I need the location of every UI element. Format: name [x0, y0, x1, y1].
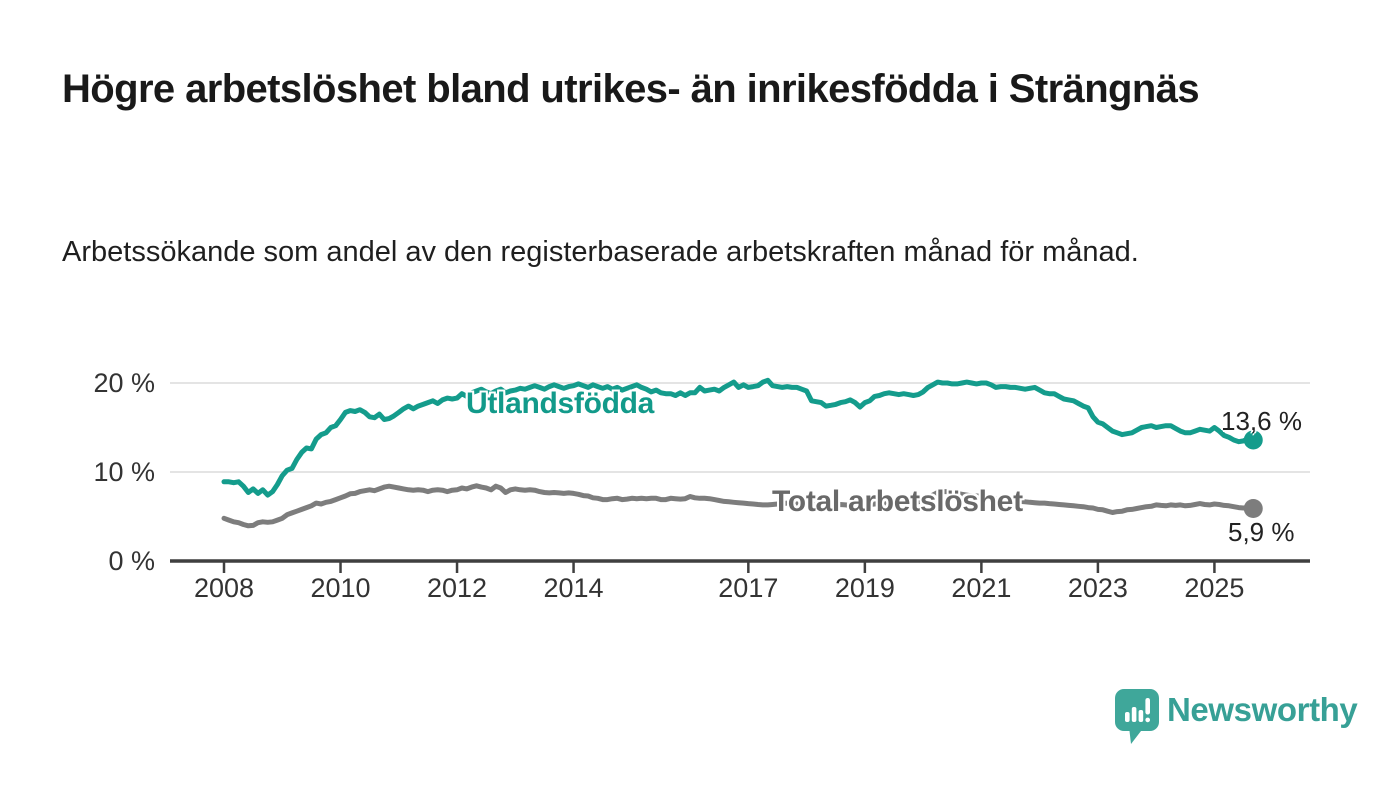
x-axis-label-2021: 2021 — [951, 573, 1012, 603]
page-title: Högre arbetslöshet bland utrikes- än inr… — [62, 67, 1200, 111]
newsworthy-wordmark: Newsworthy — [1167, 691, 1358, 728]
newsworthy-logo-icon — [1115, 689, 1159, 744]
x-axis-label-2025: 2025 — [1184, 573, 1245, 603]
x-axis-label-2012: 2012 — [426, 573, 488, 603]
y-axis-label-0: 0 % — [108, 546, 155, 576]
series-label-total-arbetsloshet: Total arbetslöshet — [772, 485, 1023, 518]
x-axis-label-2019: 2019 — [834, 573, 895, 603]
end-dot-0 — [1243, 430, 1263, 450]
y-axis-label-20: 20 % — [93, 368, 155, 398]
x-axis-label-2014: 2014 — [543, 573, 604, 603]
logo-bar-chart-glyph — [1125, 698, 1150, 723]
data-line-1 — [221, 483, 1256, 529]
end-value-label-utlandsfodda: 13,6 % — [1221, 406, 1302, 436]
chart-subtitle: Arbetssökande som andel av den registerb… — [62, 236, 1139, 268]
end-dot-1 — [1243, 498, 1263, 518]
y-axis-label-10: 10 % — [93, 457, 155, 487]
x-axis-label-2008: 2008 — [193, 573, 255, 603]
logo-bubble-shape — [1115, 689, 1159, 744]
data-line-0 — [221, 377, 1256, 498]
x-axis-label-2017: 2017 — [718, 573, 779, 603]
end-value-label-total: 5,9 % — [1228, 517, 1295, 547]
x-axis-label-2023: 2023 — [1067, 573, 1128, 603]
series-label-utlandsfodda: Utlandsfödda — [466, 387, 655, 420]
x-axis-label-2010: 2010 — [310, 573, 371, 603]
